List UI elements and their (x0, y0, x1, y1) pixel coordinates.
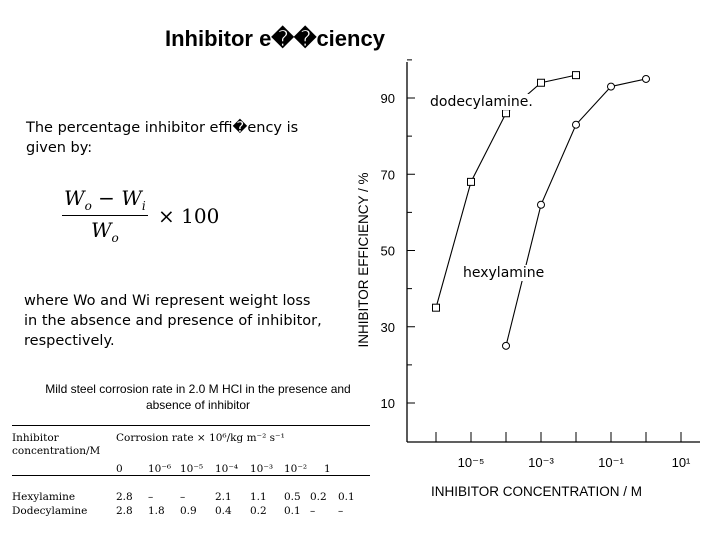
table-cell: 2.8 (116, 491, 133, 503)
explanation-text: where Wo and Wi represent weight loss in… (24, 293, 322, 349)
data-point-circle (572, 120, 580, 129)
table-cell: – (310, 505, 316, 517)
table-cell: 0.4 (215, 505, 232, 517)
formula-wi-sub: i (141, 199, 146, 213)
data-point-square (432, 303, 440, 312)
conc-cell: 10⁻³ (250, 463, 274, 475)
table-cell: – (148, 491, 154, 503)
conc-cell: 10⁻⁵ (180, 463, 204, 475)
formula-multiplier: × 100 (158, 203, 220, 228)
label-dodecylamine: dodecylamine. (430, 94, 533, 110)
series-line-hexylamine (505, 78, 647, 346)
formula-wo-den-sub: o (111, 231, 119, 245)
x-tick-label: 10⁻³ (528, 455, 554, 470)
data-point-circle (607, 82, 615, 91)
header-inhibitor: Inhibitor (12, 432, 59, 444)
x-tick-label: 10⁻⁵ (458, 455, 485, 470)
slide-title: Inhibitor e��ciency (165, 26, 385, 51)
data-point-circle (537, 200, 545, 209)
data-point-square (467, 177, 475, 186)
table-caption: Mild steel corrosion rate in 2.0 M HCl i… (45, 382, 351, 412)
conc-cell: 0 (116, 463, 123, 475)
x-tick-label: 10¹ (672, 455, 691, 470)
table-cell: 2.8 (116, 505, 133, 517)
y-tick-label: 50 (381, 244, 395, 259)
conc-cell: 1 (324, 463, 331, 475)
y-tick-label: 70 (381, 167, 395, 182)
table-top-rule (12, 425, 370, 426)
efficiency-formula: Wo − Wi Wo × 100 (62, 186, 219, 245)
conc-cell: 10⁻² (284, 463, 308, 475)
formula-numerator: Wo − Wi (62, 186, 148, 216)
table-cell: 2.1 (215, 491, 232, 503)
formula-fraction: Wo − Wi Wo (62, 186, 148, 245)
header-concentration: concentration/M (12, 445, 101, 457)
label-hexylamine: hexylamine (463, 265, 545, 281)
row-label-hexylamine: Hexylamine (12, 491, 76, 503)
table-cell: 0.5 (284, 491, 301, 503)
table-cell: – (180, 491, 186, 503)
formula-wo-sub: o (84, 199, 92, 213)
y-tick-label: 30 (381, 320, 395, 335)
intro-text: The percentage inhibitor effi�ency is gi… (26, 120, 299, 156)
table-cell: 1.8 (148, 505, 165, 517)
table-cell: 0.9 (180, 505, 197, 517)
x-axis-title: INHIBITOR CONCENTRATION / M (431, 484, 642, 499)
formula-wo-den: W (90, 218, 112, 242)
y-axis-title: INHIBITOR EFFICIENCY / % (356, 172, 371, 347)
data-point-circle (502, 341, 510, 350)
efficiency-chart: 10 30 50 70 90 10⁻⁵ 10⁻³ 10⁻¹ 10¹ INHIBITOR CONCE… (356, 59, 700, 499)
conc-cell: 10⁻⁴ (215, 463, 239, 475)
data-point-square (537, 78, 545, 87)
table-mid-rule (12, 475, 370, 476)
formula-denominator: Wo (62, 216, 148, 245)
table-cell: 0.2 (250, 505, 267, 517)
table-cell: 0.1 (284, 505, 301, 517)
data-point-square (572, 71, 580, 80)
y-tick-label: 10 (381, 396, 395, 411)
row-label-dodecylamine: Dodecylamine (12, 505, 88, 517)
data-point-circle (642, 74, 650, 83)
formula-minus: − (98, 186, 115, 210)
conc-cell: 10⁻⁶ (148, 463, 172, 475)
x-tick-label: 10⁻¹ (598, 455, 624, 470)
table-cell: – (338, 505, 344, 517)
corrosion-table: Inhibitor concentration/M Corrosion rate… (12, 425, 372, 520)
formula-wi: W (121, 186, 142, 210)
header-corrosion-rate: Corrosion rate × 10⁶/kg m⁻² s⁻¹ (116, 432, 285, 444)
table-cell: 0.1 (338, 491, 355, 503)
y-tick-label: 90 (381, 91, 395, 106)
table-cell: 1.1 (250, 491, 267, 503)
data-point-square (502, 109, 510, 118)
table-cell: 0.2 (310, 491, 327, 503)
formula-wo: W (64, 186, 85, 210)
